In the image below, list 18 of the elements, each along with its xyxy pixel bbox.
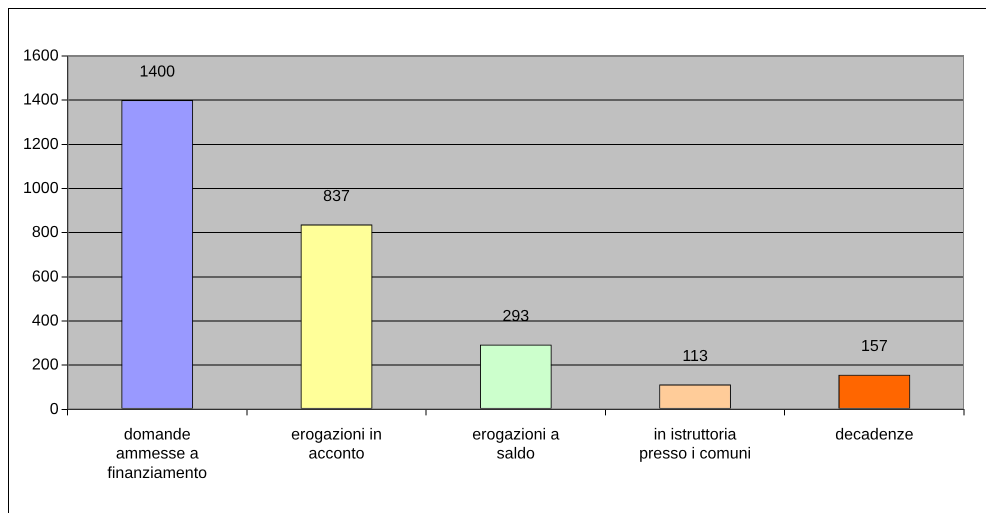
y-tick-label: 200 — [32, 356, 59, 374]
x-tick-label: domande ammesse a finanziamento — [107, 426, 208, 482]
x-tick-label: erogazioni a saldo — [472, 426, 560, 463]
y-tick-label: 1400 — [23, 92, 59, 109]
x-tick-label: decadenze — [835, 426, 914, 444]
y-tick-label: 1000 — [23, 180, 59, 197]
data-label: 1400 — [139, 64, 176, 81]
y-tick-label: 1200 — [23, 136, 59, 153]
x-tick-label: erogazioni in acconto — [291, 426, 382, 463]
data-label: 157 — [861, 338, 888, 356]
y-tick-label: 600 — [32, 268, 59, 286]
data-label: 113 — [682, 348, 708, 365]
y-tick-label: 400 — [32, 312, 59, 330]
y-tick-label: 1600 — [23, 47, 59, 64]
y-tick-label: 800 — [32, 224, 59, 242]
y-tick-label: 0 — [50, 400, 59, 418]
data-label: 837 — [323, 188, 350, 205]
x-tick-label: in istruttoria presso i comuni — [639, 426, 752, 463]
